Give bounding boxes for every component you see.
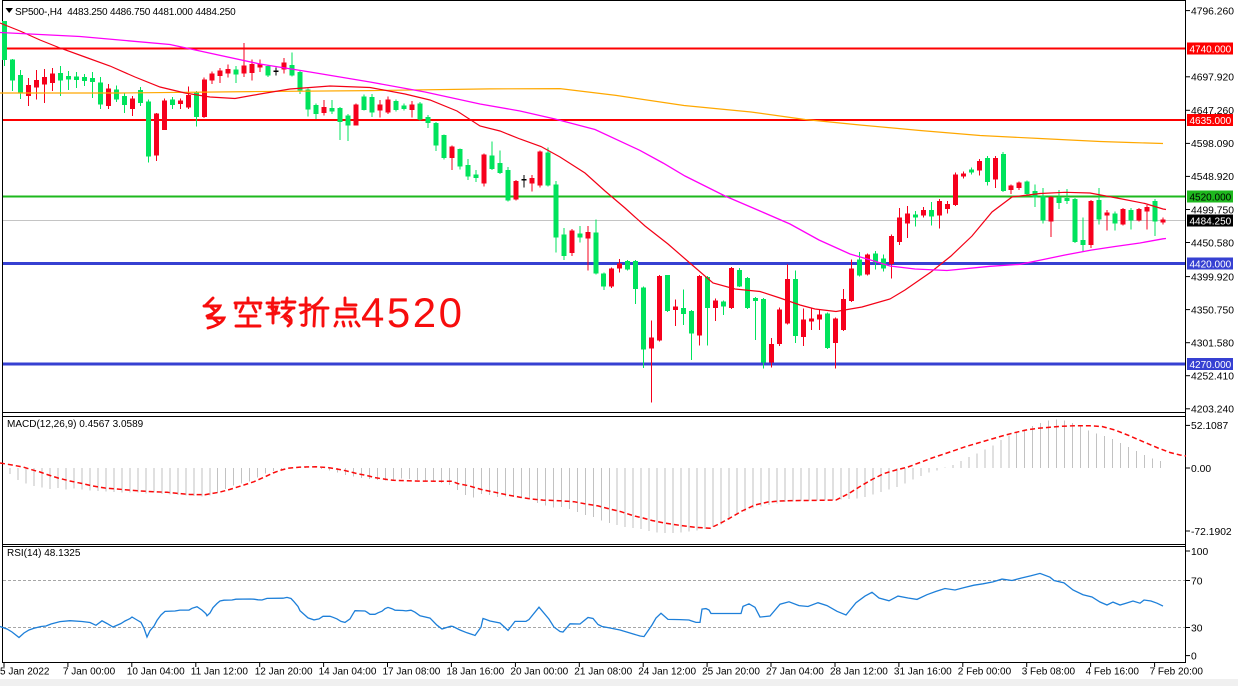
svg-text:4420.000: 4420.000 — [1190, 259, 1232, 270]
svg-text:70: 70 — [1191, 576, 1203, 587]
svg-text:14 Jan 04:00: 14 Jan 04:00 — [319, 667, 377, 678]
svg-text:21 Jan 08:00: 21 Jan 08:00 — [574, 667, 632, 678]
svg-text:100: 100 — [1191, 547, 1208, 558]
svg-text:25 Jan 20:00: 25 Jan 20:00 — [702, 667, 760, 678]
svg-text:7 Feb 20:00: 7 Feb 20:00 — [1150, 667, 1204, 678]
svg-text:4399.920: 4399.920 — [1191, 272, 1234, 283]
svg-text:4203.240: 4203.240 — [1191, 405, 1234, 416]
svg-text:MACD(12,26,9) 0.4567 3.0589: MACD(12,26,9) 0.4567 3.0589 — [7, 419, 144, 430]
svg-text:0.00: 0.00 — [1191, 464, 1211, 475]
svg-text:-72.1902: -72.1902 — [1191, 527, 1232, 538]
svg-text:4520.000: 4520.000 — [1190, 192, 1232, 203]
svg-text:4647.260: 4647.260 — [1191, 106, 1234, 117]
svg-text:4520: 4520 — [361, 289, 464, 336]
svg-text:4740.000: 4740.000 — [1190, 44, 1232, 55]
svg-text:RSI(14) 48.1325: RSI(14) 48.1325 — [7, 548, 81, 559]
svg-text:4484.250: 4484.250 — [1190, 216, 1232, 227]
svg-text:10 Jan 04:00: 10 Jan 04:00 — [127, 667, 185, 678]
svg-text:4 Feb 16:00: 4 Feb 16:00 — [1086, 667, 1140, 678]
svg-text:4450.580: 4450.580 — [1191, 238, 1234, 249]
svg-text:18 Jan 16:00: 18 Jan 16:00 — [446, 667, 504, 678]
svg-text:7 Jan 00:00: 7 Jan 00:00 — [63, 667, 116, 678]
svg-text:4270.000: 4270.000 — [1190, 360, 1232, 371]
svg-text:4598.090: 4598.090 — [1191, 139, 1234, 150]
svg-text:4635.000: 4635.000 — [1190, 116, 1232, 127]
svg-text:2 Feb 00:00: 2 Feb 00:00 — [958, 667, 1012, 678]
svg-text:24 Jan 12:00: 24 Jan 12:00 — [638, 667, 696, 678]
svg-text:4697.920: 4697.920 — [1191, 73, 1234, 84]
svg-text:11 Jan 12:00: 11 Jan 12:00 — [191, 667, 249, 678]
svg-text:52.1087: 52.1087 — [1191, 421, 1228, 432]
svg-text:31 Jan 16:00: 31 Jan 16:00 — [894, 667, 952, 678]
svg-text:30: 30 — [1191, 623, 1203, 634]
svg-text:28 Jan 12:00: 28 Jan 12:00 — [830, 667, 888, 678]
svg-text:4548.920: 4548.920 — [1191, 172, 1234, 183]
svg-text:0: 0 — [1191, 651, 1197, 662]
svg-text:12 Jan 20:00: 12 Jan 20:00 — [255, 667, 313, 678]
svg-text:20 Jan 00:00: 20 Jan 00:00 — [510, 667, 568, 678]
svg-text:3 Feb 08:00: 3 Feb 08:00 — [1022, 667, 1076, 678]
svg-text:4350.750: 4350.750 — [1191, 305, 1234, 316]
svg-text:27 Jan 04:00: 27 Jan 04:00 — [766, 667, 824, 678]
svg-text:17 Jan 08:00: 17 Jan 08:00 — [383, 667, 441, 678]
svg-text:SP500-,H4 4483.250 4486.750 4: SP500-,H4 4483.250 4486.750 4481.000 448… — [15, 7, 236, 18]
svg-text:4796.260: 4796.260 — [1191, 6, 1234, 17]
svg-text:4252.410: 4252.410 — [1191, 372, 1234, 383]
svg-text:5 Jan 2022: 5 Jan 2022 — [0, 667, 50, 678]
svg-text:4499.750: 4499.750 — [1191, 205, 1234, 216]
svg-text:4301.580: 4301.580 — [1191, 339, 1234, 350]
